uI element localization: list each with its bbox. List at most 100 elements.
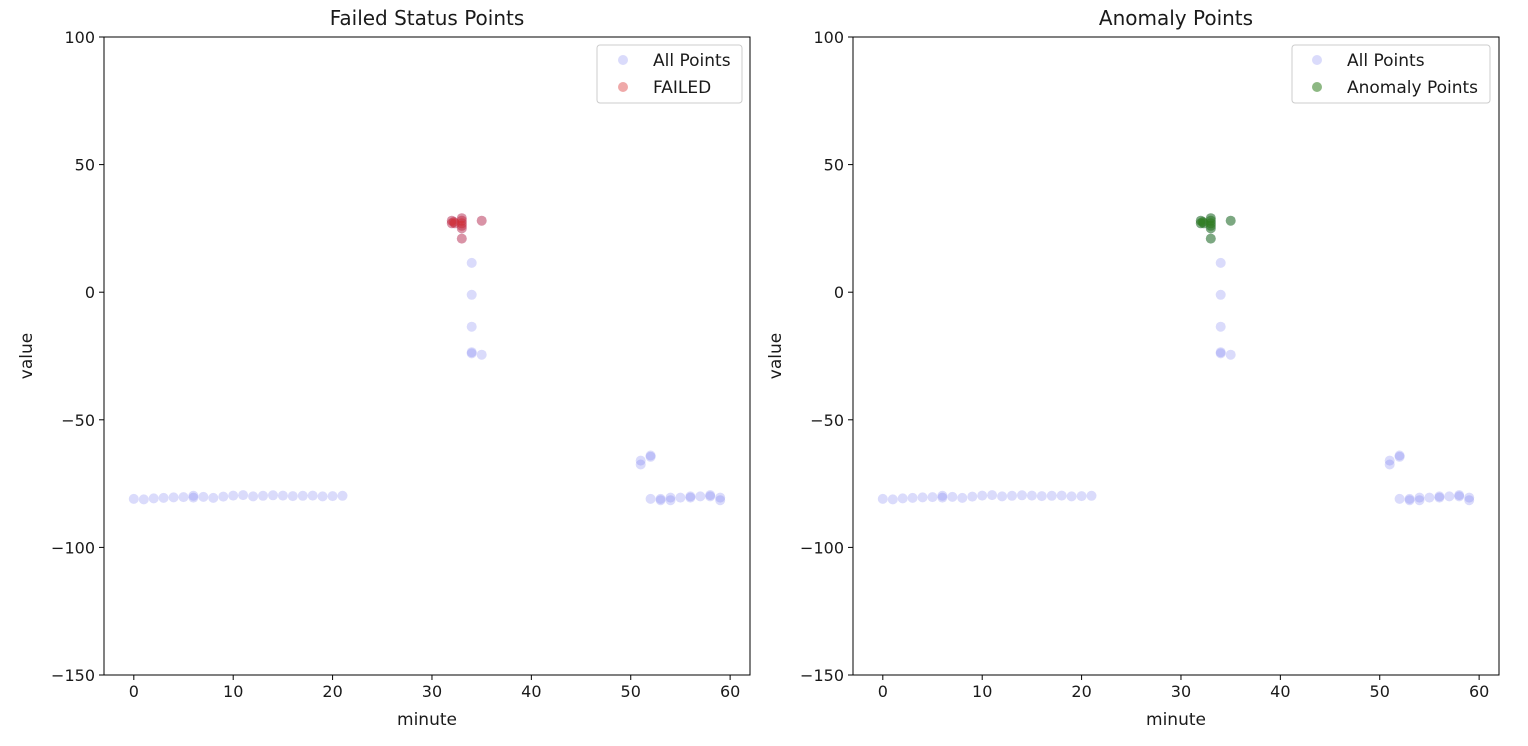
data-point	[448, 217, 459, 227]
data-point	[258, 490, 268, 501]
data-point	[715, 495, 726, 506]
data-point	[635, 459, 646, 470]
chart-panel-failed-status: Failed Status Points 0 10 20 30 40 50 60 −150 −1…	[17, 6, 751, 730]
data-point	[268, 490, 278, 501]
y-tick-label: −100	[800, 538, 844, 557]
chart-title: Failed Status Points	[330, 6, 525, 30]
y-tick-label: 50	[824, 156, 844, 175]
x-tick-label: 20	[1071, 682, 1091, 701]
data-point	[957, 492, 968, 503]
data-point	[685, 492, 696, 503]
data-point	[228, 490, 239, 501]
legend-marker-anomaly-points	[1312, 82, 1322, 92]
data-point	[466, 321, 477, 332]
data-point	[456, 233, 467, 244]
plot-area: 0 10 20 30 40 50 60 −150 −100 −50 0 50 100	[51, 28, 751, 701]
data-point	[188, 492, 199, 503]
data-point	[218, 491, 229, 502]
x-tick-label: 20	[322, 682, 342, 701]
data-point	[466, 257, 477, 268]
y-tick-label: −150	[800, 666, 844, 685]
data-point	[138, 494, 149, 505]
data-point	[456, 218, 467, 229]
series-0	[128, 213, 726, 506]
data-point	[456, 220, 467, 231]
data-point	[449, 218, 460, 229]
data-point	[897, 493, 908, 504]
legend-marker-all-points	[1312, 55, 1322, 65]
legend-marker-failed	[618, 82, 628, 92]
data-point	[287, 491, 298, 502]
data-point	[1394, 493, 1405, 504]
data-point	[1215, 257, 1226, 268]
data-point	[1215, 347, 1226, 358]
x-tick-label: 60	[720, 682, 740, 701]
data-point	[977, 490, 988, 501]
data-point	[1026, 490, 1037, 501]
data-point	[997, 491, 1008, 502]
data-point	[645, 451, 656, 462]
data-point	[665, 495, 676, 506]
data-point	[1394, 451, 1405, 462]
data-point	[937, 492, 948, 503]
data-point	[635, 455, 646, 466]
chart-panel-anomaly: Anomaly Points 0 10 20 30 40 50 60−150−100−500…	[766, 6, 1500, 730]
data-point	[1404, 493, 1415, 504]
y-axis-label: value	[766, 333, 786, 379]
data-point	[128, 493, 139, 504]
plot-frame	[103, 36, 751, 676]
data-point	[456, 213, 467, 224]
legend: All Points Anomaly Points	[1291, 44, 1491, 104]
x-axis-label: minute	[397, 710, 457, 730]
legend: All Points FAILED	[596, 44, 743, 104]
legend-marker-all-points	[618, 55, 628, 65]
data-point	[1076, 491, 1087, 502]
data-point	[466, 348, 477, 359]
data-point	[695, 491, 706, 502]
data-point	[456, 223, 467, 234]
x-tick-label: 50	[1370, 682, 1390, 701]
data-point	[277, 490, 288, 501]
data-point	[927, 492, 938, 503]
data-point	[1384, 455, 1395, 466]
x-tick-label: 0	[129, 682, 139, 701]
data-point	[1205, 233, 1216, 244]
data-point	[456, 223, 467, 234]
data-point	[1384, 459, 1395, 470]
data-point	[238, 490, 249, 501]
data-point	[1215, 348, 1226, 359]
x-tick-label: 10	[223, 682, 243, 701]
x-tick-label: 40	[521, 682, 541, 701]
legend-box	[1291, 44, 1491, 104]
series-1	[1195, 213, 1236, 244]
data-point	[675, 492, 686, 503]
data-point	[456, 213, 467, 224]
data-point	[456, 233, 467, 244]
x-tick-label: 30	[1171, 682, 1191, 701]
y-axis-label: value	[17, 333, 37, 379]
x-tick-label: 30	[422, 682, 442, 701]
data-point	[198, 491, 209, 502]
data-point	[476, 215, 487, 226]
x-tick-label: 0	[878, 682, 888, 701]
data-point	[1454, 490, 1465, 501]
chart-title: Anomaly Points	[1099, 6, 1253, 30]
y-tick-label: −150	[51, 666, 95, 685]
data-point	[1056, 490, 1067, 501]
data-point	[1454, 491, 1465, 502]
data-point	[1434, 492, 1445, 503]
x-tick-label: 10	[972, 682, 992, 701]
data-point	[665, 492, 676, 503]
data-point	[1205, 223, 1216, 234]
data-point	[466, 289, 477, 300]
data-point	[645, 493, 656, 504]
y-tick-label: −50	[810, 411, 844, 430]
x-tick-label: 40	[1270, 682, 1290, 701]
data-point	[1444, 491, 1455, 502]
series-1	[446, 213, 487, 244]
data-point	[1464, 495, 1475, 506]
data-point	[446, 218, 457, 229]
data-point	[456, 218, 467, 229]
data-point	[446, 215, 457, 226]
